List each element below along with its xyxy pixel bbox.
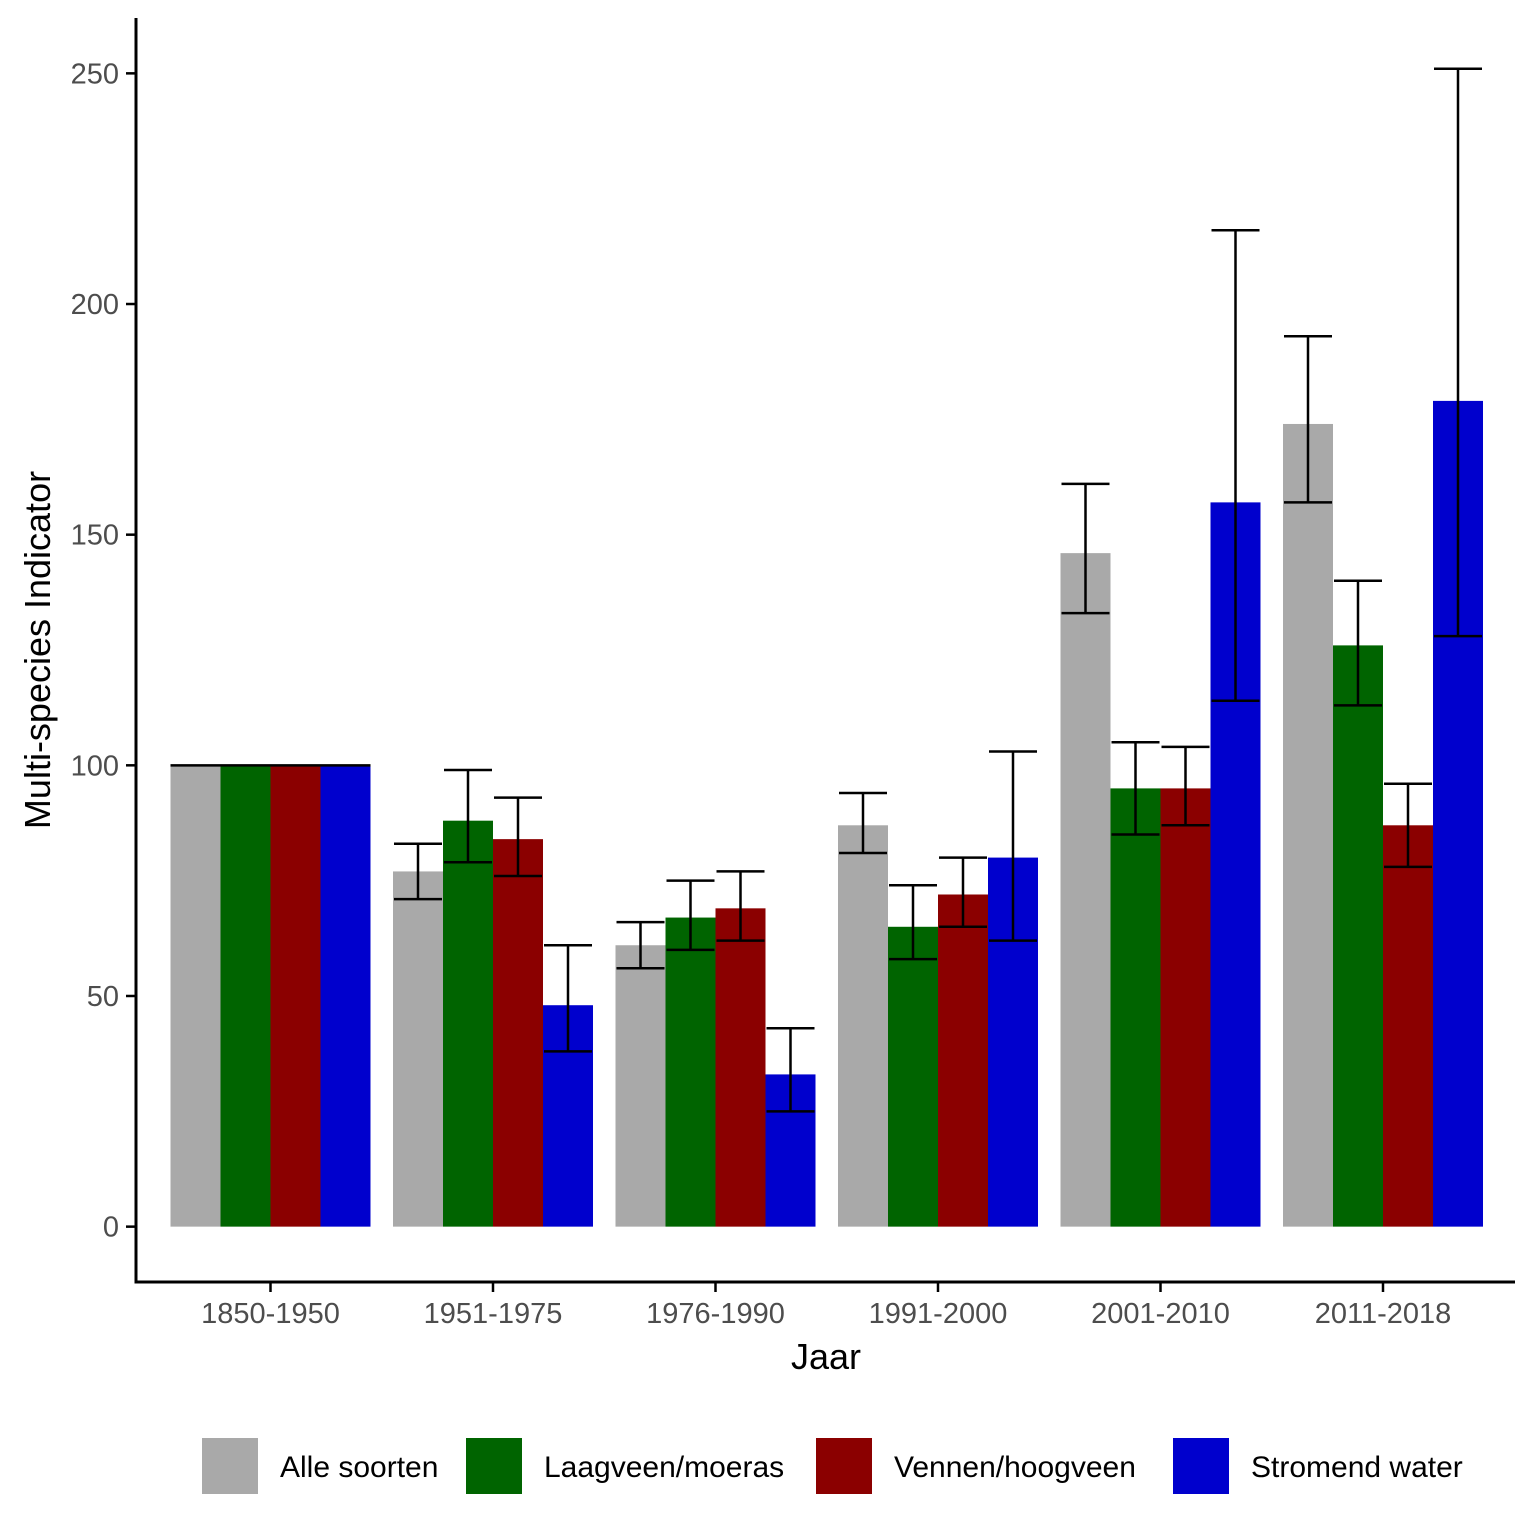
- legend-label: Stromend water: [1251, 1451, 1463, 1484]
- x-tick-label: 1991-2000: [869, 1298, 1008, 1330]
- bar-laagveen-moeras-1951-1975: [443, 820, 493, 1227]
- bar-vennen-hoogveen-1976-1990: [715, 908, 766, 1227]
- x-axis: 1850-1950 1951-1975 1976-1990 1991-2000 2001…: [134, 1280, 1515, 1330]
- bar-stromend-water-1850-1950: [320, 765, 371, 1227]
- error-bar-vennen-hoogveen-2011-2018: [1384, 782, 1432, 869]
- x-axis-title: Jaar: [791, 1336, 861, 1377]
- y-tick-label: 50: [87, 981, 119, 1013]
- legend-item-alle-soorten: Alle soorten: [202, 1438, 438, 1494]
- x-tick-label: 2011-2018: [1315, 1298, 1452, 1330]
- bar-laagveen-moeras-2011-2018: [1333, 645, 1383, 1227]
- bar-laagveen-moeras-1991-2000: [888, 926, 938, 1227]
- error-bar-laagveen-moeras-1951-1975: [444, 768, 492, 864]
- legend: Alle soorten Laagveen/moeras Vennen/hoogve…: [202, 1438, 1463, 1494]
- bar-laagveen-moeras-2001-2010: [1110, 788, 1161, 1227]
- error-bar-laagveen-moeras-2011-2018: [1334, 579, 1382, 707]
- bar-vennen-hoogveen-1991-2000: [938, 894, 988, 1227]
- error-bar-laagveen-moeras-1991-2000: [889, 884, 937, 961]
- y-axis: 0 50 100 150 200 250: [71, 18, 138, 1282]
- error-bar-stromend-water-2011-2018: [1434, 67, 1482, 638]
- error-bar-vennen-hoogveen-1951-1975: [494, 796, 542, 878]
- bar-laagveen-moeras-1976-1990: [665, 917, 716, 1227]
- bar-alle-soorten-2001-2010: [1060, 553, 1111, 1227]
- x-tick-label: 1850-1950: [201, 1298, 340, 1330]
- legend-item-stromend-water: Stromend water: [1173, 1438, 1463, 1494]
- legend-label: Alle soorten: [280, 1451, 438, 1484]
- y-tick-label: 0: [103, 1212, 119, 1244]
- x-tick-label: 2001-2010: [1091, 1298, 1230, 1330]
- bar-vennen-hoogveen-2001-2010: [1160, 788, 1211, 1227]
- error-bar-alle-soorten-2001-2010: [1061, 482, 1110, 615]
- bar-laagveen-moeras-1850-1950: [220, 765, 271, 1227]
- bar-vennen-hoogveen-1951-1975: [493, 839, 543, 1227]
- x-tick-label: 1976-1990: [646, 1298, 785, 1330]
- error-bar-laagveen-moeras-1976-1990: [666, 879, 715, 952]
- legend-key: [202, 1438, 258, 1494]
- bars-layer: [170, 400, 1483, 1227]
- bar-alle-soorten-1951-1975: [393, 871, 443, 1227]
- bar-alle-soorten-1991-2000: [838, 825, 888, 1227]
- error-bar-vennen-hoogveen-1976-1990: [716, 870, 765, 942]
- y-axis-title: Multi-species Indicator: [17, 471, 58, 829]
- y-tick-label: 150: [71, 520, 119, 552]
- legend-label: Laagveen/moeras: [544, 1451, 784, 1484]
- bar-vennen-hoogveen-1850-1950: [270, 765, 321, 1227]
- error-bar-stromend-water-2001-2010: [1211, 228, 1260, 702]
- error-bar-stromend-water-1951-1975: [544, 943, 592, 1053]
- bar-alle-soorten-1976-1990: [615, 945, 666, 1227]
- bar-alle-soorten-1850-1950: [170, 765, 221, 1227]
- error-bar-vennen-hoogveen-2001-2010: [1161, 745, 1210, 827]
- legend-item-laagveen-moeras: Laagveen/moeras: [466, 1438, 784, 1494]
- error-bar-alle-soorten-1976-1990: [616, 920, 665, 970]
- y-tick-label: 200: [71, 289, 119, 321]
- legend-key: [816, 1438, 872, 1494]
- error-bar-alle-soorten-1991-2000: [839, 791, 887, 855]
- legend-label: Vennen/hoogveen: [894, 1451, 1136, 1484]
- error-bars-layer: [170, 67, 1482, 1113]
- y-tick-label: 250: [71, 58, 119, 90]
- y-tick-label: 100: [71, 750, 119, 782]
- error-bar-alle-soorten-2011-2018: [1284, 335, 1332, 504]
- legend-item-vennen-hoogveen: Vennen/hoogveen: [816, 1438, 1136, 1494]
- legend-key: [466, 1438, 522, 1494]
- bar-vennen-hoogveen-2011-2018: [1383, 825, 1433, 1227]
- x-tick-label: 1951-1975: [424, 1298, 563, 1330]
- error-bar-vennen-hoogveen-1991-2000: [939, 856, 987, 929]
- legend-key: [1173, 1438, 1229, 1494]
- bar-alle-soorten-2011-2018: [1283, 423, 1333, 1227]
- error-bar-stromend-water-1976-1990: [766, 1027, 815, 1113]
- error-bar-stromend-water-1991-2000: [989, 750, 1037, 942]
- error-bar-laagveen-moeras-2001-2010: [1111, 741, 1160, 836]
- error-bar-alle-soorten-1951-1975: [394, 842, 442, 901]
